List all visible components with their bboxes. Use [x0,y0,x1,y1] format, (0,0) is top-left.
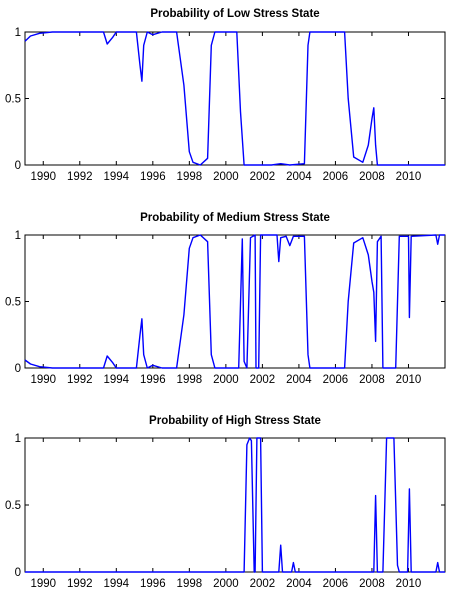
y-tick-label: 0.5 [5,500,21,512]
chart-panel-1: Probability of Low Stress State 1990 1992 1… [5,8,446,183]
y-tick-label: 1 [15,27,21,39]
x-tick-label: 1998 [177,578,203,590]
x-tick-label: 1994 [104,374,130,386]
x-tick-label: 2006 [323,171,349,183]
x-tick-label: 2000 [213,171,239,183]
x-tick-label: 2002 [250,578,276,590]
x-tick-label: 1998 [177,171,203,183]
series-line [24,31,445,166]
y-tick-label: 0 [15,160,21,172]
chart-title: Probability of High Stress State [149,415,321,427]
x-tick-label: 1994 [104,578,130,590]
y-tick-label: 1 [15,433,21,445]
x-tick-label: 1998 [177,374,203,386]
x-tick-label: 1990 [30,578,56,590]
x-tick-label: 2002 [250,374,276,386]
y-tick-label: 0 [15,363,21,375]
x-tick-label: 1990 [30,374,56,386]
y-tick-label: 0 [15,567,21,579]
y-tick-label: 0.5 [5,94,21,106]
x-tick-label: 2004 [286,171,312,183]
x-tick-label: 2004 [286,578,312,590]
x-tick-label: 1996 [140,578,166,590]
x-tick-label: 1992 [67,578,93,590]
x-tick-label: 2008 [359,171,385,183]
chart-title: Probability of Medium Stress State [140,212,330,224]
x-tick-label: 2004 [286,374,312,386]
x-tick-label: 2000 [213,578,239,590]
plot-frame [24,437,446,573]
chart-panel-3: Probability of High Stress State 1990 1992… [5,415,446,590]
series-line [24,234,445,369]
x-tick-label: 2010 [396,578,422,590]
chart-title: Probability of Low Stress State [150,8,319,20]
x-tick-label: 1996 [140,374,166,386]
x-tick-label: 2008 [359,578,385,590]
x-tick-label: 2008 [359,374,385,386]
x-tick-label: 1992 [67,171,93,183]
x-tick-label: 2006 [323,374,349,386]
series-line [25,437,445,573]
x-tick-label: 2002 [250,171,276,183]
x-tick-label: 1994 [104,171,130,183]
x-tick-label: 1990 [30,171,56,183]
x-tick-label: 2010 [396,374,422,386]
plot-frame [24,31,446,166]
y-tick-label: 1 [15,230,21,242]
chart-panel-2: Probability of Medium Stress State 1990 19… [5,212,446,386]
x-tick-label: 1996 [140,171,166,183]
y-tick-label: 0.5 [5,297,21,309]
x-tick-label: 2010 [396,171,422,183]
x-tick-label: 2006 [323,578,349,590]
x-tick-label: 1992 [67,374,93,386]
x-tick-label: 2000 [213,374,239,386]
